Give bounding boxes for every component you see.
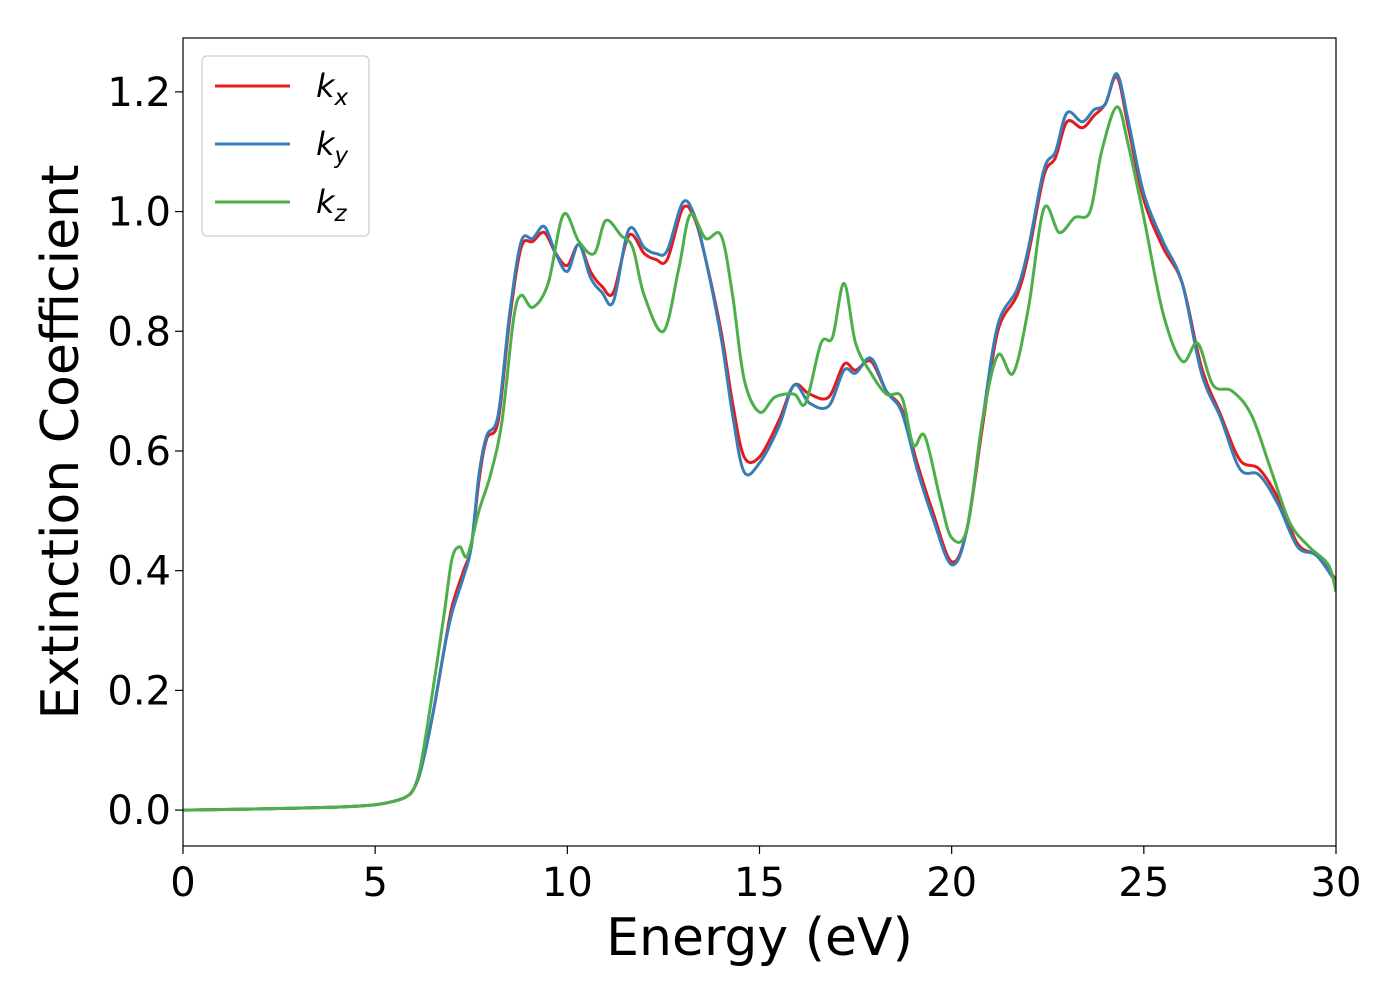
- legend-box: [201, 55, 370, 237]
- y-tick-label: 0.6: [107, 429, 171, 475]
- plot-area: [182, 37, 1337, 847]
- legend-label-ky: ky: [316, 125, 349, 169]
- y-tick-label: 1.0: [107, 190, 171, 236]
- y-tick-label: 0.8: [107, 309, 171, 355]
- x-tick-label: 5: [362, 860, 387, 906]
- legend-label-kz: kz: [316, 183, 348, 227]
- y-tick-label: 1.2: [107, 70, 171, 116]
- y-axis: 0.0 0.2 0.4 0.6 0.8 1.0 1.2: [107, 70, 183, 834]
- x-tick-label: 30: [1311, 860, 1362, 906]
- x-tick-label: 25: [1118, 860, 1169, 906]
- legend: kx ky kz: [201, 55, 370, 237]
- y-tick-label: 0.2: [107, 668, 171, 714]
- series-layer: [183, 72, 1336, 812]
- y-tick-label: 0.4: [107, 549, 171, 595]
- x-tick-label: 20: [926, 860, 977, 906]
- x-tick-label: 0: [170, 860, 195, 906]
- x-axis-title: Energy (eV): [606, 908, 913, 968]
- x-tick-label: 10: [542, 860, 593, 906]
- series-line-kz: [183, 105, 1336, 812]
- y-tick-label: 0.0: [107, 788, 171, 834]
- x-tick-label: 15: [734, 860, 785, 906]
- plot-frame: [182, 37, 1337, 847]
- x-axis: 0 5 10 15 20 25 30: [170, 846, 1361, 906]
- y-axis-title: Extinction Coefficient: [31, 165, 91, 720]
- legend-label-kx: kx: [316, 67, 349, 111]
